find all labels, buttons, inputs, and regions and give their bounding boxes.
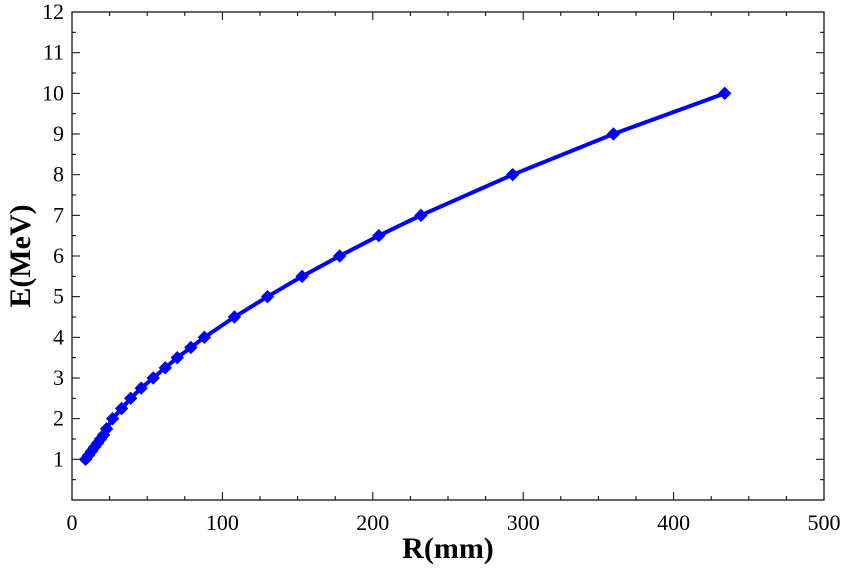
- y-tick-label: 11: [43, 40, 64, 65]
- y-tick-label: 8: [53, 162, 64, 187]
- y-tick-label: 2: [53, 406, 64, 431]
- y-tick-label: 3: [53, 365, 64, 390]
- x-tick-label: 200: [356, 510, 389, 535]
- series-markers: [78, 86, 732, 467]
- data-point-marker: [146, 371, 160, 385]
- data-point-marker: [333, 249, 347, 263]
- data-point-marker: [99, 422, 114, 436]
- y-tick-label: 6: [53, 243, 64, 268]
- x-tick-label: 0: [67, 510, 78, 535]
- y-tick-label: 4: [53, 324, 64, 349]
- x-tick-labels: 0 100 200 300 400 500: [67, 510, 841, 535]
- x-axis-label: R(mm): [402, 532, 494, 565]
- data-point-marker: [505, 167, 520, 182]
- data-point-marker: [114, 401, 129, 416]
- y-tick-label: 1: [53, 446, 64, 471]
- data-point-marker: [260, 289, 275, 304]
- data-point-marker: [134, 381, 148, 395]
- y-tick-label: 5: [53, 284, 64, 309]
- data-point-marker: [227, 310, 242, 324]
- data-point-marker: [123, 391, 138, 406]
- x-tick-label: 300: [507, 510, 540, 535]
- y-tick-label: 7: [53, 202, 64, 227]
- data-point-marker: [718, 86, 732, 101]
- axis-ticks: [71, 11, 825, 501]
- x-tick-label: 500: [808, 510, 841, 535]
- y-tick-label: 10: [42, 80, 64, 105]
- data-point-marker: [170, 350, 184, 365]
- data-point-marker: [158, 361, 172, 375]
- y-tick-label: 12: [42, 0, 64, 24]
- data-point-marker: [105, 411, 120, 426]
- plot-area: [71, 11, 825, 501]
- data-point-marker: [606, 127, 621, 141]
- data-point-marker: [372, 228, 386, 243]
- x-tick-label: 100: [206, 510, 239, 535]
- y-axis-label: E(MeV): [4, 204, 37, 307]
- x-tick-label: 400: [657, 510, 690, 535]
- data-point-marker: [184, 340, 198, 355]
- y-tick-label: 9: [53, 121, 64, 146]
- data-point-marker: [295, 269, 309, 284]
- data-point-marker: [197, 330, 212, 345]
- data-point-marker: [414, 208, 428, 223]
